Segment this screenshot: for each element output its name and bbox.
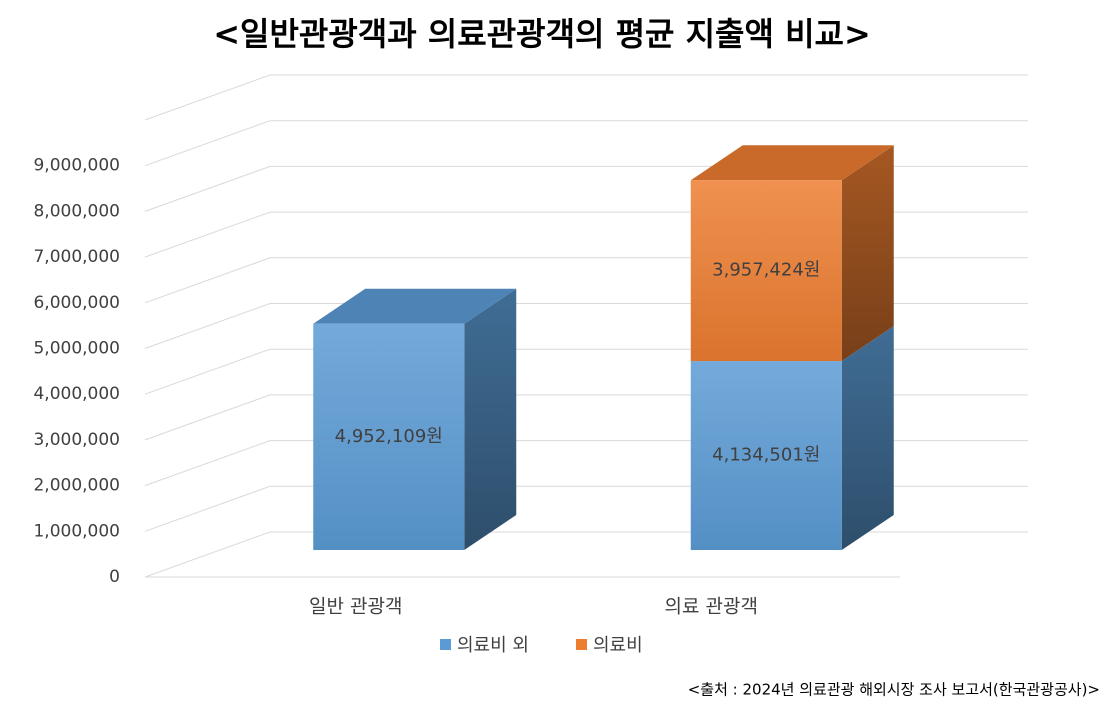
grid-line	[144, 165, 1028, 212]
data-label: 4,952,109원	[335, 426, 443, 447]
source-note: <출처 : 2024년 의료관광 해외시장 조사 보고서(한국관광공사)>	[688, 681, 1100, 699]
legend-label: 의료비	[593, 635, 643, 656]
bar	[690, 180, 842, 362]
grid-line	[144, 303, 1028, 349]
bar-side	[464, 288, 517, 550]
y-tick-label: 8,000,000	[33, 201, 120, 221]
data-label: 4,134,501원	[712, 445, 820, 466]
grid-line	[144, 531, 1028, 578]
y-tick-label: 5,000,000	[33, 339, 120, 359]
grid-line	[144, 348, 1028, 395]
y-tick-label: 1,000,000	[33, 521, 120, 541]
bar-top	[313, 288, 517, 324]
legend-swatch	[576, 639, 587, 650]
y-tick-label: 4,000,000	[33, 384, 120, 404]
y-tick-label: 6,000,000	[33, 293, 120, 313]
chart-title: <일반관광객과 의료관광객의 평균 지출액 비교>	[213, 15, 871, 53]
y-tick-label: 0	[109, 567, 120, 587]
bar-segment	[690, 326, 894, 550]
bar	[313, 323, 465, 550]
bar-top	[690, 145, 894, 181]
grid-line	[144, 440, 1028, 487]
y-tick-label: 9,000,000	[33, 156, 120, 176]
bar-segment	[313, 288, 517, 550]
y-tick-label: 7,000,000	[33, 247, 120, 267]
bar-segment	[690, 145, 894, 362]
legend-swatch	[440, 639, 451, 650]
grid-line	[144, 211, 1028, 258]
grid-line	[144, 394, 1028, 441]
grid-line	[144, 485, 1028, 532]
data-label: 3,957,424원	[712, 260, 820, 281]
grid-line	[144, 74, 1028, 121]
bar-side	[841, 326, 894, 550]
bar	[690, 361, 842, 550]
legend-label: 의료비 외	[457, 635, 529, 656]
x-tick-label: 일반 관광객	[309, 596, 402, 618]
grid-line	[144, 120, 1028, 167]
y-tick-label: 2,000,000	[33, 476, 120, 496]
bar-side	[841, 145, 894, 362]
grid-line	[144, 257, 1028, 304]
y-tick-label: 3,000,000	[33, 430, 120, 450]
x-tick-label: 의료 관광객	[665, 596, 758, 618]
